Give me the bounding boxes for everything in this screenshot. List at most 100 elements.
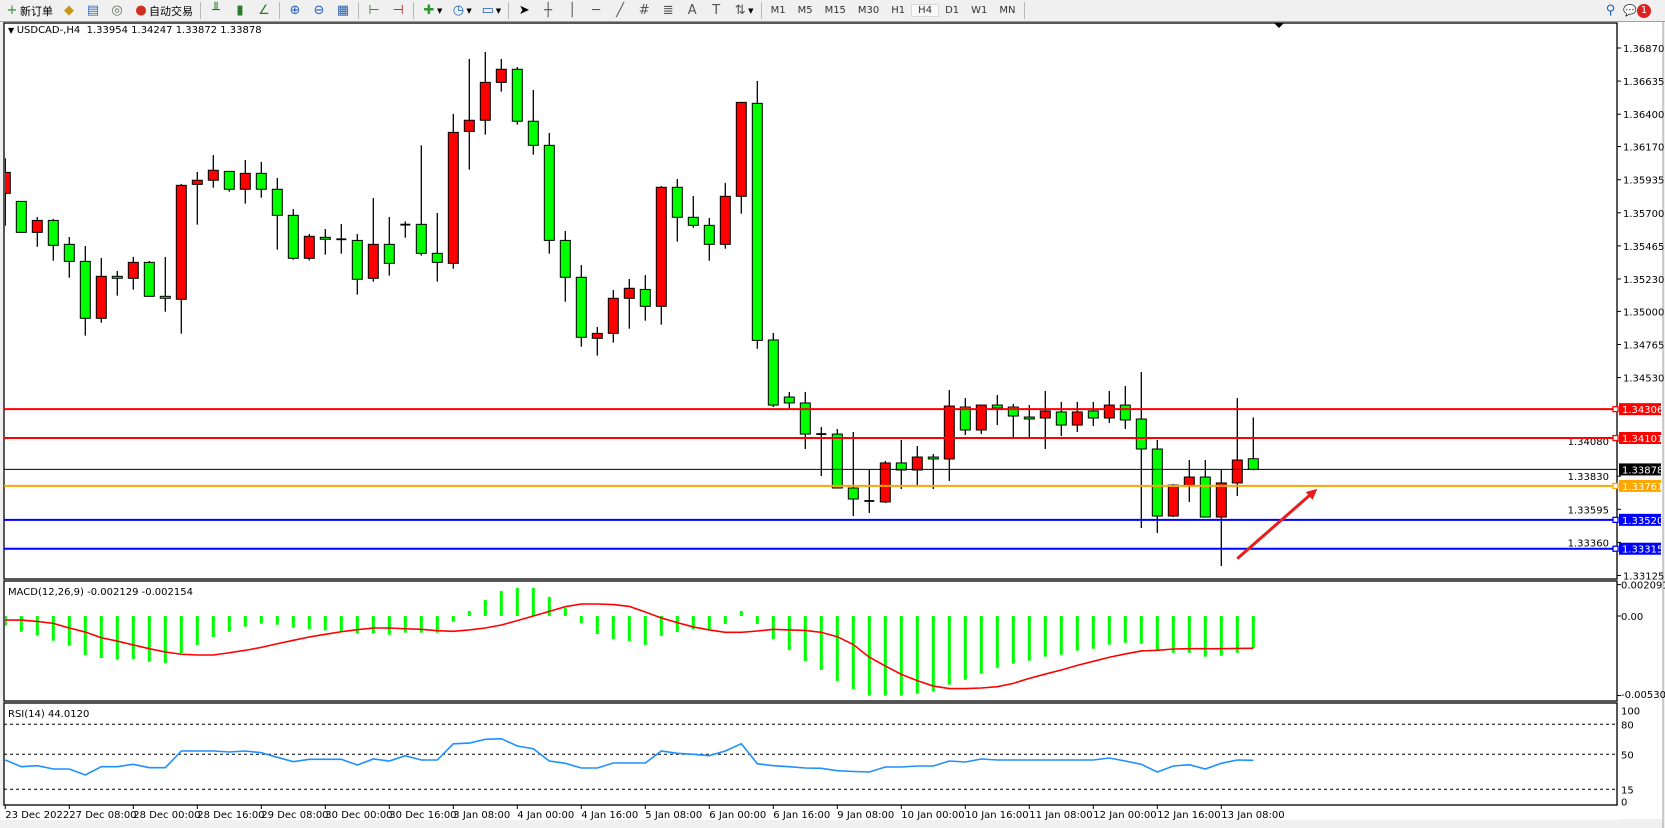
candle-body — [639, 288, 651, 307]
time-label: 6 Jan 16:00 — [773, 810, 830, 821]
horizontal-line-button[interactable]: ─ — [584, 1, 608, 20]
candle-body — [927, 456, 939, 460]
chart-header: ▼ USDCAD-,H4 1.33954 1.34247 1.33872 1.3… — [8, 25, 262, 36]
text-label-icon: T — [712, 2, 721, 18]
macd-axis-label: 0.00 — [1621, 612, 1643, 623]
candle-body — [719, 195, 731, 245]
candle-body — [1167, 484, 1179, 517]
equidistant-channel-button[interactable]: # — [632, 1, 656, 20]
macd-bar — [291, 616, 295, 628]
timeframe-bar: M1 M5 M15 M30 H1 H4 D1 W1 MN — [765, 4, 1022, 17]
price-tick-label: 1.33125 — [1623, 571, 1664, 582]
macd-bar — [307, 616, 311, 630]
candle-body — [1151, 448, 1163, 517]
chevron-down-icon: ▼ — [437, 6, 443, 15]
signal-button[interactable]: ◎ — [105, 1, 129, 20]
macd-bar — [1219, 616, 1223, 656]
candle — [111, 270, 123, 296]
fibonacci-button[interactable]: ≣ — [656, 1, 680, 20]
timeframe-d1[interactable]: D1 — [945, 5, 960, 16]
chart-dropdown-icon[interactable]: ▼ — [8, 26, 17, 35]
auto-scroll-button[interactable]: ⊣ — [386, 1, 410, 20]
candle-body — [911, 456, 923, 471]
crosshair-button[interactable]: ┼ — [536, 1, 560, 20]
rsi-header: RSI(14) 44.0120 — [8, 709, 90, 720]
timeframe-w1[interactable]: W1 — [971, 5, 988, 16]
candle-body — [367, 243, 379, 279]
macd-bar — [803, 616, 807, 661]
search-icon[interactable]: ⚲ — [1605, 3, 1616, 18]
clock-icon: ◷ — [452, 2, 465, 18]
line-chart-button[interactable]: ∠ — [252, 1, 276, 20]
candle — [400, 221, 411, 238]
candle-body — [1119, 404, 1131, 421]
candle — [911, 446, 923, 487]
candle — [15, 200, 27, 233]
auto-trading-button[interactable]: ● 自动交易 — [129, 1, 197, 20]
notifications-button[interactable]: 💬 1 — [1623, 3, 1651, 18]
arrows-button[interactable]: ⇅ ▼ — [728, 1, 757, 20]
macd-bar — [115, 616, 119, 660]
time-label: 10 Jan 16:00 — [965, 810, 1028, 821]
candle-body — [239, 172, 251, 190]
macd-axis-label: -0.005303 — [1621, 690, 1665, 701]
candle — [1231, 398, 1243, 497]
timeframe-m15[interactable]: M15 — [824, 5, 846, 16]
templates-button[interactable]: ▭ ▼ — [476, 1, 505, 20]
macd-bar — [675, 616, 679, 633]
bar-chart-button[interactable]: ╨ — [204, 1, 228, 20]
zoom-out-button[interactable]: ⊖ — [307, 1, 331, 20]
candlestick-icon: ▮ — [236, 2, 244, 18]
timeframe-m5[interactable]: M5 — [797, 5, 813, 16]
text-icon: A — [687, 2, 697, 18]
macd-bar — [211, 616, 215, 637]
timeframe-h4[interactable]: H4 — [911, 4, 940, 17]
time-label: 30 Dec 16:00 — [389, 810, 456, 821]
candle-body — [1071, 411, 1083, 426]
zoom-in-button[interactable]: ⊕ — [283, 1, 307, 20]
text-button[interactable]: A — [680, 1, 704, 20]
candle — [319, 228, 331, 255]
timeframe-h1[interactable]: H1 — [891, 5, 906, 16]
timeframe-mn[interactable]: MN — [999, 5, 1016, 16]
market-watch-button[interactable]: ◆ — [57, 1, 81, 20]
symbol-label: USDCAD-,H4 — [16, 25, 81, 36]
price-tick-label: 1.36400 — [1623, 110, 1664, 121]
cursor-button[interactable]: ➤ — [512, 1, 536, 20]
candle — [1071, 401, 1083, 432]
candle-body — [575, 276, 587, 338]
price-tick-label: 1.34080 — [1568, 437, 1609, 448]
timeframe-m30[interactable]: M30 — [857, 5, 880, 16]
macd-axis-label: 0.002091 — [1621, 581, 1665, 592]
tile-windows-button[interactable]: ▦ — [331, 1, 355, 20]
navigator-button[interactable]: ▤ — [81, 1, 105, 20]
macd-bar — [371, 616, 375, 634]
macd-bar — [1235, 616, 1239, 653]
text-label-button[interactable]: T — [704, 1, 728, 20]
candlestick-button[interactable]: ▮ — [228, 1, 252, 20]
candle-body — [1135, 418, 1147, 450]
trendline-button[interactable]: ╱ — [608, 1, 632, 20]
macd-bar — [1059, 616, 1063, 655]
indicators-button[interactable]: ✚ ▼ — [417, 1, 446, 20]
macd-bar — [275, 616, 279, 625]
candle — [175, 183, 187, 334]
indicators-icon: ✚ — [423, 2, 435, 18]
timeframe-m1[interactable]: M1 — [770, 5, 786, 16]
periods-button[interactable]: ◷ ▼ — [446, 1, 475, 20]
arrow-head-icon — [1305, 488, 1318, 500]
trendline-icon: ╱ — [616, 2, 625, 18]
price-label: 1.33878 — [1622, 465, 1663, 476]
vertical-line-button[interactable]: │ — [560, 1, 584, 20]
candle-body — [271, 188, 283, 216]
price-tick-label: 1.35935 — [1623, 176, 1664, 187]
time-label: 6 Jan 00:00 — [709, 810, 766, 821]
candle-body — [1215, 482, 1227, 518]
macd-bar — [1139, 616, 1143, 644]
chart-shift-button[interactable]: ⊢ — [362, 1, 386, 20]
macd-bar — [1187, 616, 1191, 653]
candle — [239, 159, 251, 204]
new-order-button[interactable]: + 新订单 — [0, 1, 57, 20]
candle-body — [735, 101, 747, 197]
